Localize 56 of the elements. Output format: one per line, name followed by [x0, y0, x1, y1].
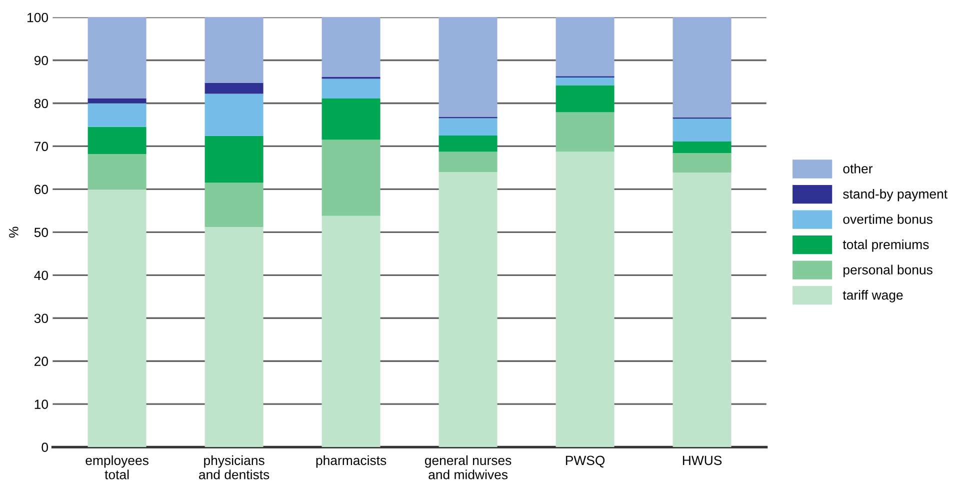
bar — [204, 227, 264, 448]
bar — [438, 118, 498, 136]
bar — [88, 98, 146, 104]
legend-label: other — [843, 164, 873, 174]
y-tick-label: 70 — [34, 142, 48, 152]
bar — [204, 83, 264, 94]
y-tick-label: 60 — [34, 184, 48, 194]
bar — [438, 172, 498, 448]
y-tick-label: 40 — [34, 270, 48, 280]
bar — [438, 135, 498, 152]
bar — [88, 103, 146, 127]
bar — [204, 136, 264, 183]
x-tick-label: PWSQ — [566, 456, 605, 468]
y-tick-label: 20 — [34, 356, 48, 366]
y-tick-label: 50 — [34, 228, 48, 238]
y-tick-label: 0 — [42, 442, 48, 452]
bar — [438, 17, 498, 117]
y-tick-label: 90 — [34, 56, 48, 66]
bar — [88, 17, 146, 99]
x-tick-label: employees total — [86, 455, 148, 480]
bar — [322, 78, 380, 99]
bar — [556, 77, 614, 86]
bar — [672, 118, 732, 142]
bar — [204, 17, 264, 84]
y-tick-label: 100 — [28, 12, 48, 22]
x-tick-label: HWUS — [682, 456, 722, 466]
bar — [322, 17, 380, 78]
x-tick-label: general nurses and midwives — [424, 455, 512, 480]
legend-label: personal bonus — [844, 264, 932, 278]
bar — [556, 152, 614, 448]
bar — [672, 17, 732, 118]
bar — [556, 17, 614, 76]
x-tick-label: physicians and dentists — [199, 455, 270, 480]
legend-label: stand-by payment — [843, 188, 948, 202]
bar — [204, 94, 264, 136]
bar — [438, 152, 498, 172]
bar — [556, 85, 614, 112]
x-tick-label: pharmacists — [316, 455, 386, 468]
y-axis-title: % — [9, 226, 18, 238]
bar — [672, 141, 732, 154]
legend-label: total premiums — [842, 240, 929, 252]
bar — [204, 182, 264, 228]
y-tick-label: 80 — [34, 98, 48, 108]
bar — [322, 140, 380, 216]
bar — [88, 154, 146, 190]
bar — [672, 172, 732, 448]
bar — [88, 189, 146, 448]
bar — [672, 153, 732, 172]
legend-label: tariff wage — [842, 290, 903, 302]
bar — [322, 216, 380, 448]
bar — [88, 126, 146, 154]
bar — [322, 98, 380, 140]
y-tick-label: 10 — [34, 400, 48, 410]
legend-label: overtime bonus — [843, 214, 932, 224]
bar — [556, 112, 614, 152]
y-tick-label: 30 — [34, 314, 48, 324]
